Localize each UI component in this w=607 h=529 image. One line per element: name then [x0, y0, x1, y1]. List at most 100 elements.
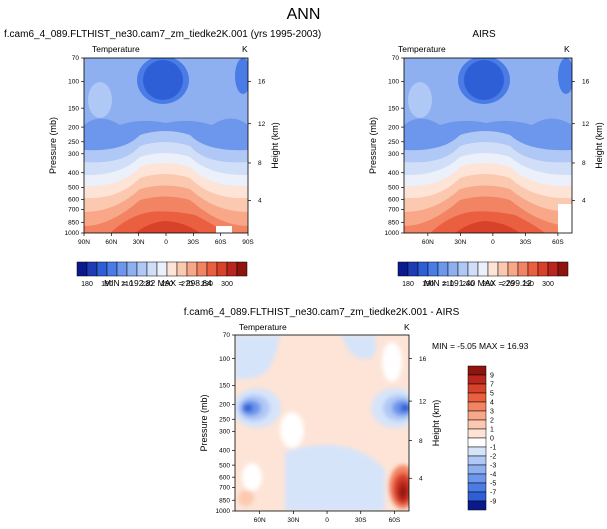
- x-tick-label: 30N: [133, 239, 145, 246]
- colorbar-swatch: [186, 261, 198, 277]
- y-tick-label: 400: [219, 448, 230, 455]
- colorbar-tick-label: 180: [402, 281, 414, 288]
- y2-axis-label: Height (km): [594, 122, 604, 169]
- colorbar-tick-label: 250: [161, 281, 173, 288]
- colorbar-swatch: [547, 261, 559, 277]
- colorbar-swatch: [467, 446, 487, 457]
- x-tick-label: 30N: [287, 517, 299, 524]
- y2-tick-label: 16: [419, 356, 427, 363]
- x-tick-label: 90N: [78, 239, 90, 246]
- y-tick-label: 1000: [385, 230, 400, 237]
- figure-title: ANN: [286, 6, 321, 23]
- y2-tick-label: 4: [258, 198, 262, 205]
- colorbar-swatch: [467, 383, 487, 394]
- colorbar-tick-label: 210: [121, 281, 133, 288]
- y2-tick-label: 12: [582, 121, 590, 128]
- panel2-title: AIRS: [472, 29, 496, 40]
- colorbar-swatch: [166, 261, 178, 277]
- y-tick-label: 1000: [65, 230, 80, 237]
- colorbar-tick-label: 2: [490, 418, 494, 425]
- x-tick-label: 60S: [389, 517, 401, 524]
- colorbar-swatch: [457, 261, 469, 277]
- colorbar-swatch: [86, 261, 98, 277]
- colorbar-swatch: [527, 261, 539, 277]
- x-tick-label: 60S: [215, 239, 227, 246]
- colorbar-swatch: [76, 261, 88, 277]
- colorbar-swatch: [126, 261, 138, 277]
- x-tick-label: 30S: [520, 239, 532, 246]
- y-tick-label: 500: [388, 185, 399, 192]
- y-tick-label: 300: [68, 151, 79, 158]
- colorbar-swatch: [427, 261, 439, 277]
- colorbar-tick-label: 290: [201, 281, 213, 288]
- colorbar-tick-label: 270: [181, 281, 193, 288]
- colorbar-swatch: [437, 261, 449, 277]
- colorbar-tick-label: 300: [221, 281, 233, 288]
- colorbar-swatch: [467, 392, 487, 403]
- y-tick-label: 500: [219, 462, 230, 469]
- panel3-field-label: Temperature: [239, 322, 287, 332]
- colorbar-swatch: [206, 261, 218, 277]
- panel2-contour-field: [404, 58, 572, 233]
- colorbar-tick-label: 4: [490, 400, 494, 407]
- colorbar-tick-label: -3: [490, 463, 496, 470]
- colorbar-swatch: [176, 261, 188, 277]
- x-tick-label: 30N: [454, 239, 466, 246]
- colorbar-tick-label: 9: [490, 373, 494, 380]
- panel3-contour-field: [235, 335, 409, 511]
- panel1-min-max: MIN = 192.82 MAX = 298.64: [104, 278, 212, 288]
- panel2-min-max: MIN = 191.40 MAX = 299.12: [424, 278, 532, 288]
- colorbar-tick-label: 0: [490, 436, 494, 443]
- y-tick-label: 70: [392, 55, 400, 62]
- colorbar-swatch: [467, 491, 487, 502]
- colorbar-tick-label: -4: [490, 472, 496, 479]
- panel1-contour-field: [84, 58, 248, 233]
- colorbar-swatch: [447, 261, 459, 277]
- colorbar-swatch: [467, 365, 487, 376]
- colorbar-swatch: [96, 261, 108, 277]
- y-tick-label: 150: [388, 105, 399, 112]
- colorbar-swatch: [196, 261, 208, 277]
- y2-tick-label: 8: [419, 438, 423, 445]
- colorbar-swatch: [417, 261, 429, 277]
- colorbar-swatch: [236, 261, 248, 277]
- y-tick-label: 300: [219, 429, 230, 436]
- panel2-frame: [403, 57, 573, 234]
- colorbar-tick-label: -2: [490, 454, 496, 461]
- colorbar-tick-label: 250: [482, 281, 494, 288]
- colorbar-swatch: [467, 482, 487, 493]
- panel1-field-label: Temperature: [92, 44, 140, 54]
- y2-tick-label: 8: [582, 160, 586, 167]
- colorbar-tick-label: -7: [490, 490, 496, 497]
- colorbar-tick-label: 230: [462, 281, 474, 288]
- y-tick-label: 700: [219, 485, 230, 492]
- colorbar-swatch: [467, 473, 487, 484]
- colorbar-tick-label: -9: [490, 499, 496, 506]
- colorbar-tick-label: 230: [141, 281, 153, 288]
- panel2-field-label: Temperature: [398, 44, 446, 54]
- colorbar-swatch: [467, 500, 487, 511]
- colorbar-swatch: [156, 261, 168, 277]
- panel3-min-max: MIN = -5.05 MAX = 16.93: [432, 341, 529, 351]
- colorbar-swatch: [407, 261, 419, 277]
- colorbar-swatch: [467, 437, 487, 448]
- y-tick-label: 1000: [216, 508, 231, 515]
- y2-tick-label: 4: [419, 475, 423, 482]
- y2-tick-label: 8: [258, 160, 262, 167]
- colorbar-swatch: [477, 261, 489, 277]
- panel3-title: f.cam6_4_089.FLTHIST_ne30.cam7_zm_tiedke…: [183, 307, 460, 318]
- x-tick-label: 90S: [242, 239, 254, 246]
- panel1-units: K: [242, 44, 248, 54]
- colorbar-swatch: [467, 428, 487, 439]
- x-tick-label: 0: [325, 517, 329, 524]
- y2-tick-label: 16: [258, 79, 266, 86]
- colorbar-tick-label: 300: [542, 281, 554, 288]
- y2-tick-label: 12: [419, 398, 427, 405]
- panel3-frame: [234, 334, 410, 512]
- colorbars-layer: 180 190 210 230 250 270 290 300 180 190 210 230 250 2…: [76, 261, 569, 511]
- y-tick-label: 100: [68, 79, 79, 86]
- colorbar-tick-label: 290: [522, 281, 534, 288]
- colorbar-swatch: [467, 419, 487, 430]
- panel3-units: K: [404, 322, 410, 332]
- y-tick-label: 70: [72, 55, 80, 62]
